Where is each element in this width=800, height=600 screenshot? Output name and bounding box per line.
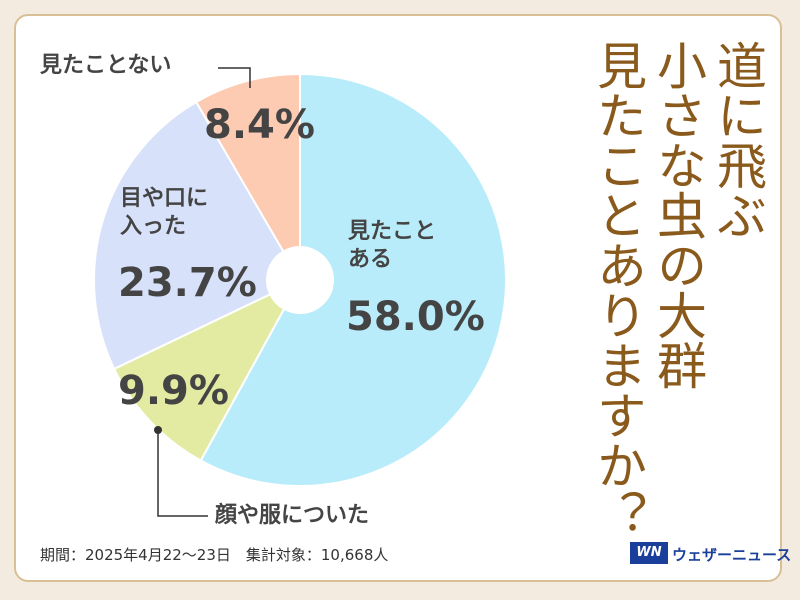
logo-icon: WN <box>630 542 668 564</box>
category-label: 目や口に 入った <box>120 186 209 239</box>
pie-slice <box>199 72 507 487</box>
value-label: 9.9% <box>118 368 229 414</box>
value-label: 23.7% <box>118 260 257 306</box>
pie-slice <box>194 72 301 253</box>
pie-slice <box>112 292 286 462</box>
value-label: 8.4% <box>204 102 315 148</box>
category-label: 見たことない <box>40 53 172 78</box>
leader-line <box>218 67 251 88</box>
leader-dot <box>154 426 162 434</box>
logo: ウェザーニュース <box>672 546 792 564</box>
category-label: 顔や服についた <box>215 503 370 528</box>
footnote: 期間：2025年4月22〜23日 集計対象：10,668人 <box>40 546 389 564</box>
leader-line <box>157 430 208 517</box>
chart-title: 道に飛ぶ 小さな虫の大群 見たことありますか？ <box>589 40 767 540</box>
category-label: 見たこと ある <box>348 219 437 272</box>
pie-slice <box>93 100 285 371</box>
value-label: 58.0% <box>346 294 485 340</box>
